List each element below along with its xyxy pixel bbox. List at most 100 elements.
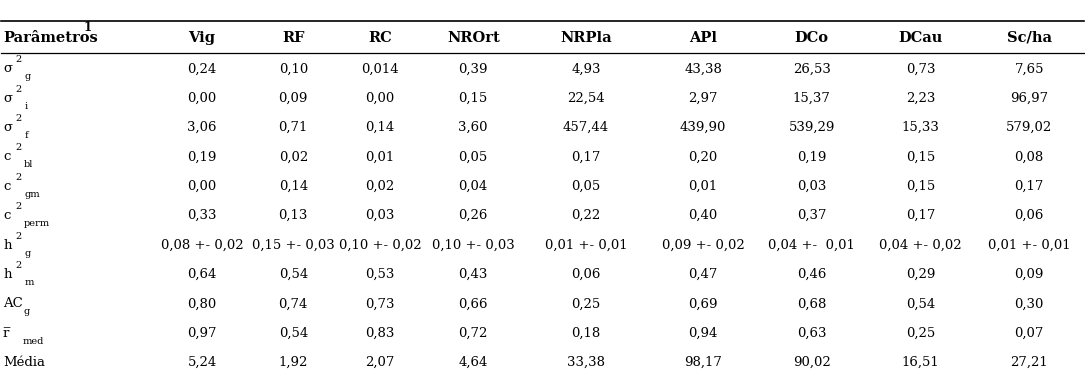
Text: 2,97: 2,97 (688, 92, 718, 105)
Text: 0,09 +- 0,02: 0,09 +- 0,02 (662, 239, 744, 252)
Text: 0,02: 0,02 (366, 180, 395, 193)
Text: r̅: r̅ (3, 327, 10, 340)
Text: σ: σ (3, 121, 13, 134)
Text: APl: APl (689, 31, 717, 45)
Text: 0,00: 0,00 (188, 92, 217, 105)
Text: 2: 2 (15, 173, 22, 182)
Text: 3,60: 3,60 (459, 121, 488, 134)
Text: 0,15: 0,15 (459, 92, 488, 105)
Text: 0,10 +- 0,02: 0,10 +- 0,02 (339, 239, 421, 252)
Text: 0,22: 0,22 (571, 209, 600, 222)
Text: 0,01 +- 0,01: 0,01 +- 0,01 (545, 239, 627, 252)
Text: 0,17: 0,17 (906, 209, 935, 222)
Text: c: c (3, 151, 11, 164)
Text: 2: 2 (15, 56, 22, 64)
Text: 0,30: 0,30 (1014, 297, 1044, 310)
Text: 0,06: 0,06 (571, 268, 601, 281)
Text: 0,54: 0,54 (906, 297, 935, 310)
Text: 0,15: 0,15 (906, 180, 935, 193)
Text: 4,93: 4,93 (571, 62, 601, 75)
Text: 0,74: 0,74 (279, 297, 308, 310)
Text: 0,71: 0,71 (279, 121, 308, 134)
Text: 457,44: 457,44 (563, 121, 609, 134)
Text: m: m (24, 278, 34, 287)
Text: 0,29: 0,29 (906, 268, 935, 281)
Text: 0,09: 0,09 (1014, 268, 1044, 281)
Text: 0,19: 0,19 (797, 151, 827, 164)
Text: 0,73: 0,73 (906, 62, 935, 75)
Text: 0,69: 0,69 (688, 297, 718, 310)
Text: h: h (3, 268, 12, 281)
Text: 2: 2 (15, 232, 22, 240)
Text: 33,38: 33,38 (566, 356, 604, 369)
Text: 0,24: 0,24 (188, 62, 217, 75)
Text: 26,53: 26,53 (793, 62, 831, 75)
Text: 0,40: 0,40 (688, 209, 717, 222)
Text: 0,97: 0,97 (188, 327, 217, 340)
Text: 0,03: 0,03 (366, 209, 395, 222)
Text: 0,33: 0,33 (188, 209, 217, 222)
Text: 1,92: 1,92 (279, 356, 308, 369)
Text: DCo: DCo (794, 31, 829, 45)
Text: 0,03: 0,03 (797, 180, 827, 193)
Text: 0,14: 0,14 (366, 121, 395, 134)
Text: 0,10 +- 0,03: 0,10 +- 0,03 (432, 239, 514, 252)
Text: 0,05: 0,05 (571, 180, 600, 193)
Text: 0,04 +- 0,02: 0,04 +- 0,02 (879, 239, 961, 252)
Text: 2: 2 (15, 144, 22, 152)
Text: 98,17: 98,17 (684, 356, 722, 369)
Text: 0,08: 0,08 (1014, 151, 1044, 164)
Text: 15,37: 15,37 (793, 92, 831, 105)
Text: 0,80: 0,80 (188, 297, 217, 310)
Text: 0,46: 0,46 (797, 268, 827, 281)
Text: 90,02: 90,02 (793, 356, 831, 369)
Text: 0,01 +- 0,01: 0,01 +- 0,01 (988, 239, 1071, 252)
Text: 0,15: 0,15 (906, 151, 935, 164)
Text: 0,47: 0,47 (688, 268, 717, 281)
Text: 0,08 +- 0,02: 0,08 +- 0,02 (161, 239, 243, 252)
Text: 7,65: 7,65 (1014, 62, 1044, 75)
Text: 0,15 +- 0,03: 0,15 +- 0,03 (252, 239, 334, 252)
Text: 439,90: 439,90 (680, 121, 726, 134)
Text: 2,07: 2,07 (366, 356, 395, 369)
Text: NRPla: NRPla (560, 31, 612, 45)
Text: 0,01: 0,01 (366, 151, 395, 164)
Text: 2,23: 2,23 (906, 92, 935, 105)
Text: c: c (3, 180, 11, 193)
Text: 0,014: 0,014 (361, 62, 399, 75)
Text: 0,64: 0,64 (188, 268, 217, 281)
Text: 0,01: 0,01 (688, 180, 717, 193)
Text: 96,97: 96,97 (1010, 92, 1048, 105)
Text: i: i (24, 101, 27, 111)
Text: 0,14: 0,14 (279, 180, 308, 193)
Text: 5,24: 5,24 (188, 356, 217, 369)
Text: c: c (3, 209, 11, 222)
Text: 0,00: 0,00 (366, 92, 395, 105)
Text: σ: σ (3, 62, 13, 75)
Text: 0,20: 0,20 (688, 151, 717, 164)
Text: 0,10: 0,10 (279, 62, 308, 75)
Text: g: g (24, 72, 30, 81)
Text: 0,73: 0,73 (366, 297, 395, 310)
Text: 0,54: 0,54 (279, 268, 308, 281)
Text: Vig: Vig (189, 31, 216, 45)
Text: 0,17: 0,17 (571, 151, 601, 164)
Text: 0,68: 0,68 (797, 297, 827, 310)
Text: f: f (24, 131, 28, 140)
Text: 0,02: 0,02 (279, 151, 308, 164)
Text: 0,18: 0,18 (571, 327, 600, 340)
Text: gm: gm (24, 190, 40, 199)
Text: 0,19: 0,19 (188, 151, 217, 164)
Text: 0,53: 0,53 (366, 268, 395, 281)
Text: 3,06: 3,06 (188, 121, 217, 134)
Text: 0,54: 0,54 (279, 327, 308, 340)
Text: 0,05: 0,05 (459, 151, 488, 164)
Text: 0,07: 0,07 (1014, 327, 1044, 340)
Text: 579,02: 579,02 (1006, 121, 1052, 134)
Text: 0,17: 0,17 (1014, 180, 1044, 193)
Text: 0,04: 0,04 (459, 180, 488, 193)
Text: 539,29: 539,29 (789, 121, 835, 134)
Text: 0,25: 0,25 (906, 327, 935, 340)
Text: 0,43: 0,43 (459, 268, 488, 281)
Text: AC: AC (3, 297, 23, 310)
